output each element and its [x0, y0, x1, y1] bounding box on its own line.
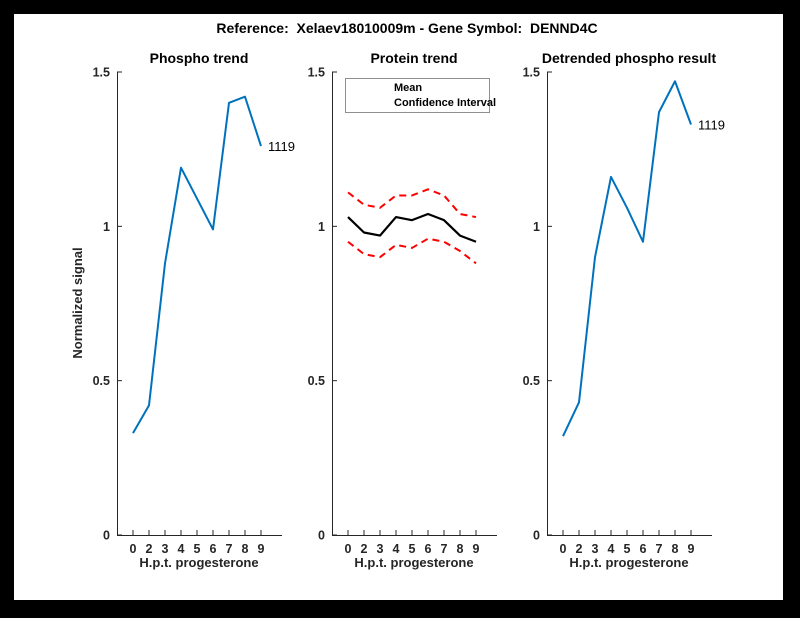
subplot-detrended-phospho: Detrended phospho result H.p.t. progeste…	[523, 50, 725, 570]
series-line-1119	[562, 80, 692, 437]
x-tick-label: 8	[242, 542, 249, 556]
y-tick-label: 0	[318, 529, 325, 543]
x-tick-label: 2	[146, 542, 153, 556]
series-end-label: 1119	[698, 117, 725, 132]
x-tick-label: 5	[409, 542, 416, 556]
x-tick-label: 2	[361, 542, 368, 556]
x-tick-label: 5	[624, 542, 631, 556]
protein-trend-plot-area: 0 2 3 4 5 6 7 8 900.511.5	[308, 66, 497, 556]
subplot-title: Detrended phospho result	[542, 50, 717, 66]
y-tick-label: 1.5	[523, 66, 540, 80]
x-tick-label: 0	[345, 542, 352, 556]
x-tick-label: 7	[656, 542, 663, 556]
y-tick-label: 0.5	[93, 374, 110, 388]
legend-entry-confidence-interval: Confidence Interval	[346, 97, 496, 109]
x-tick-label: 0	[130, 542, 137, 556]
series-line-1119	[132, 95, 262, 434]
series-line-confidence-interval-upper	[347, 188, 477, 219]
series-line-mean	[347, 212, 477, 243]
mean-line-sample-icon	[354, 87, 387, 90]
y-tick-label: 0	[533, 529, 540, 543]
y-tick-label: 1	[533, 220, 540, 234]
y-axis-label: Normalized signal	[70, 247, 85, 358]
x-tick-label: 5	[194, 542, 201, 556]
x-axis-label: H.p.t. progesterone	[139, 555, 258, 570]
figure-title: Reference: Xelaev18010009m - Gene Symbol…	[216, 20, 597, 36]
subplot-phospho-trend: Phospho trend H.p.t. progesterone Normal…	[70, 50, 295, 570]
x-tick-label: 0	[560, 542, 567, 556]
x-tick-label: 8	[672, 542, 679, 556]
confidence-interval-line-sample-icon	[354, 102, 387, 105]
y-tick-label: 1.5	[308, 66, 325, 80]
x-tick-label: 3	[592, 542, 599, 556]
x-tick-label: 9	[473, 542, 480, 556]
x-tick-label: 7	[226, 542, 233, 556]
subplot-title: Phospho trend	[150, 50, 249, 66]
y-tick-label: 1	[103, 220, 110, 234]
series-line-confidence-interval-lower	[347, 237, 477, 265]
subplot-title: Protein trend	[370, 50, 457, 66]
x-axis-label: H.p.t. progesterone	[569, 555, 688, 570]
x-tick-label: 9	[688, 542, 695, 556]
x-tick-label: 6	[425, 542, 432, 556]
x-tick-label: 4	[178, 542, 185, 556]
series-end-label: 1119	[268, 139, 295, 154]
y-tick-label: 0.5	[308, 374, 325, 388]
x-tick-label: 2	[576, 542, 583, 556]
legend-label-confidence-interval: Confidence Interval	[394, 97, 497, 109]
x-tick-label: 3	[377, 542, 384, 556]
x-tick-label: 8	[457, 542, 464, 556]
x-tick-label: 6	[640, 542, 647, 556]
x-tick-label: 3	[162, 542, 169, 556]
legend-label-mean: Mean	[394, 82, 423, 94]
legend: Mean Confidence Interval	[345, 78, 496, 113]
y-tick-label: 1.5	[93, 66, 110, 80]
y-tick-label: 1	[318, 220, 325, 234]
y-tick-label: 0	[103, 529, 110, 543]
x-tick-label: 4	[608, 542, 615, 556]
legend-entry-mean: Mean	[346, 82, 489, 94]
y-tick-label: 0.5	[523, 374, 540, 388]
x-tick-label: 4	[393, 542, 400, 556]
x-tick-label: 9	[258, 542, 265, 556]
x-tick-label: 6	[210, 542, 217, 556]
x-tick-label: 7	[441, 542, 448, 556]
x-axis-label: H.p.t. progesterone	[354, 555, 473, 570]
